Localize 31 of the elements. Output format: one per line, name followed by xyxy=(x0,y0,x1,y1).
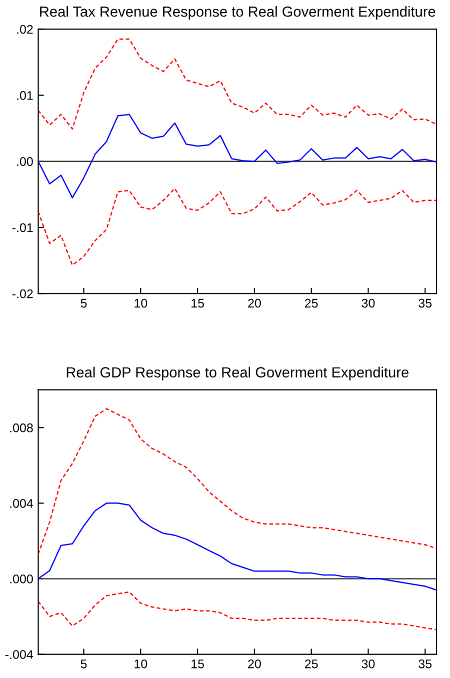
x-tick-label: 30 xyxy=(362,298,375,308)
y-tick-label: -.01 xyxy=(12,223,33,232)
line-series xyxy=(38,408,436,555)
y-tick-label: -.02 xyxy=(12,289,33,298)
line-series xyxy=(38,38,436,130)
x-tick-label: 25 xyxy=(305,298,318,308)
y-tick-label: .004 xyxy=(10,498,34,508)
x-tick-label: 30 xyxy=(362,659,375,668)
y-tick-label: .00 xyxy=(17,157,33,166)
x-tick-label: 35 xyxy=(418,298,432,308)
x-tick-label: 10 xyxy=(134,298,148,308)
y-tick-label: .02 xyxy=(17,24,33,34)
y-tick-label: .008 xyxy=(10,423,33,432)
x-tick-label: 25 xyxy=(305,659,318,668)
y-tick-label: -.004 xyxy=(5,650,34,659)
line-series xyxy=(38,188,436,266)
y-tick-label: .01 xyxy=(17,91,33,100)
x-tick-label: 15 xyxy=(192,660,204,668)
x-tick-label: 10 xyxy=(134,659,148,668)
x-tick-label: 35 xyxy=(418,659,432,668)
x-tick-label: 5 xyxy=(80,660,87,668)
x-tick-label: 20 xyxy=(248,659,261,668)
line-series xyxy=(38,114,436,198)
chart-title: Real GDP Response to Real Goverment Expenditure xyxy=(66,366,408,380)
x-tick-label: 20 xyxy=(248,298,261,308)
chart-title: Real Tax Revenue Response to Real Goverment Expenditure xyxy=(40,6,436,20)
line-series xyxy=(38,502,436,591)
line-series xyxy=(38,591,436,630)
y-tick-label: .000 xyxy=(10,574,33,584)
x-tick-label: 15 xyxy=(192,298,204,308)
x-tick-label: 5 xyxy=(80,298,87,308)
